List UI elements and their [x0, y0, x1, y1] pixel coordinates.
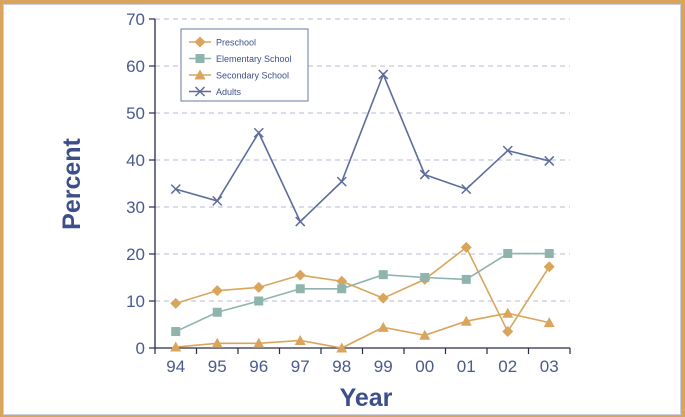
point-secondary-school-94: [170, 341, 182, 352]
x-tick-label-95: 95: [208, 357, 227, 376]
legend-entry-secondary-school: Secondary School: [189, 69, 289, 81]
point-elementary-school-03: [544, 249, 554, 259]
point-preschool-01: [460, 241, 472, 253]
legend-label-adults: Adults: [216, 87, 242, 97]
point-adults-03: [544, 155, 555, 166]
point-adults-00: [419, 169, 430, 180]
point-elementary-school-96: [254, 296, 264, 306]
point-secondary-school-98: [336, 342, 348, 353]
legend-swatch-marker-preschool: [194, 36, 206, 48]
point-secondary-school-99: [377, 321, 389, 332]
point-adults-96-stroke-b: [253, 127, 264, 138]
legend-label-preschool: Preschool: [216, 38, 256, 48]
legend-swatch-marker-elementary-school: [195, 54, 205, 63]
series-line-adults: [175, 72, 550, 223]
point-elementary-school-94: [171, 327, 181, 337]
point-preschool-96: [253, 281, 265, 293]
series-line-secondary-school: [175, 312, 550, 349]
series-elementary-school: [171, 249, 554, 337]
point-preschool-94: [170, 297, 182, 309]
point-adults-01: [461, 184, 472, 195]
x-tick-label-97: 97: [291, 357, 310, 376]
point-adults-00-stroke-b: [419, 169, 430, 180]
legend-swatch-marker-secondary-school: [194, 69, 206, 80]
point-adults-94-stroke-b: [170, 184, 181, 195]
legend-entry-elementary-school: Elementary School: [189, 54, 292, 64]
point-secondary-school-02: [502, 307, 514, 318]
y-tick-label-30: 30: [126, 198, 145, 217]
y-tick-label-0: 0: [136, 339, 145, 358]
legend-label-elementary-school: Elementary School: [216, 54, 292, 64]
point-adults-99-stroke-b: [378, 69, 389, 80]
series-line-elementary-school: [175, 252, 550, 333]
point-elementary-school-01: [461, 274, 471, 284]
series-adults: [170, 69, 555, 227]
x-tick-label-03: 03: [540, 357, 559, 376]
point-adults-97-stroke-b: [295, 216, 306, 227]
point-elementary-school-97: [295, 284, 305, 294]
point-adults-98: [336, 176, 347, 187]
y-tick-label-40: 40: [126, 151, 145, 170]
x-tick-label-99: 99: [374, 357, 393, 376]
point-adults-95: [212, 195, 223, 206]
legend-label-secondary-school: Secondary School: [216, 71, 289, 81]
point-adults-99: [378, 69, 389, 80]
point-secondary-school-96: [253, 337, 265, 348]
legend-entry-adults: Adults: [189, 86, 242, 97]
x-tick-label-98: 98: [332, 357, 351, 376]
y-tick-label-60: 60: [126, 57, 145, 76]
y-axis-title: Percent: [58, 137, 86, 229]
grid-lines: [155, 18, 570, 302]
series-preschool: [170, 241, 555, 338]
point-elementary-school-99: [378, 270, 388, 280]
x-tick-label-02: 02: [498, 357, 517, 376]
point-adults-01-stroke-b: [461, 184, 472, 195]
x-tick-label-01: 01: [457, 357, 476, 376]
ticks: 0 10 20 30 40 50 60 70 94 95 96 97 98 99 00 01 02 03: [126, 10, 571, 376]
point-adults-95-stroke-b: [212, 195, 223, 206]
y-tick-label-50: 50: [126, 104, 145, 123]
point-adults-94: [170, 184, 181, 195]
point-preschool-99: [377, 292, 389, 304]
point-secondary-school-00: [419, 329, 431, 340]
x-tick-label-96: 96: [249, 357, 268, 376]
point-preschool-97: [294, 269, 306, 281]
point-preschool-98: [336, 275, 348, 287]
legend-swatch-marker-adults-stroke-b: [194, 86, 206, 97]
point-preschool-95: [211, 285, 223, 297]
point-secondary-school-97: [294, 334, 306, 345]
point-adults-97: [295, 216, 306, 227]
point-secondary-school-03: [543, 317, 555, 328]
y-tick-label-10: 10: [126, 292, 145, 311]
point-adults-02: [502, 145, 513, 156]
point-elementary-school-98: [337, 284, 347, 294]
series-secondary-school: [170, 307, 555, 353]
point-adults-98-stroke-b: [336, 176, 347, 187]
legend-entry-preschool: Preschool: [189, 36, 256, 48]
point-secondary-school-95: [211, 337, 223, 348]
point-preschool-02: [502, 326, 514, 338]
x-tick-label-00: 00: [415, 357, 434, 376]
x-axis-title: Year: [340, 384, 393, 412]
point-secondary-school-01: [460, 315, 472, 326]
x-tick-label-94: 94: [166, 357, 185, 376]
point-adults-03-stroke-b: [544, 155, 555, 166]
point-elementary-school-95: [212, 307, 222, 317]
point-elementary-school-00: [420, 273, 430, 282]
point-adults-02-stroke-b: [502, 145, 513, 156]
series-line-preschool: [175, 246, 550, 334]
point-adults-96: [253, 127, 264, 138]
series-layer: [170, 69, 555, 353]
point-elementary-school-02: [503, 249, 513, 259]
point-preschool-03: [543, 261, 555, 273]
legend: Preschool Elementary School Secondary Scho…: [180, 28, 309, 102]
y-tick-label-70: 70: [126, 10, 145, 29]
legend-swatch-marker-adults: [194, 86, 206, 97]
y-tick-label-20: 20: [126, 245, 145, 264]
